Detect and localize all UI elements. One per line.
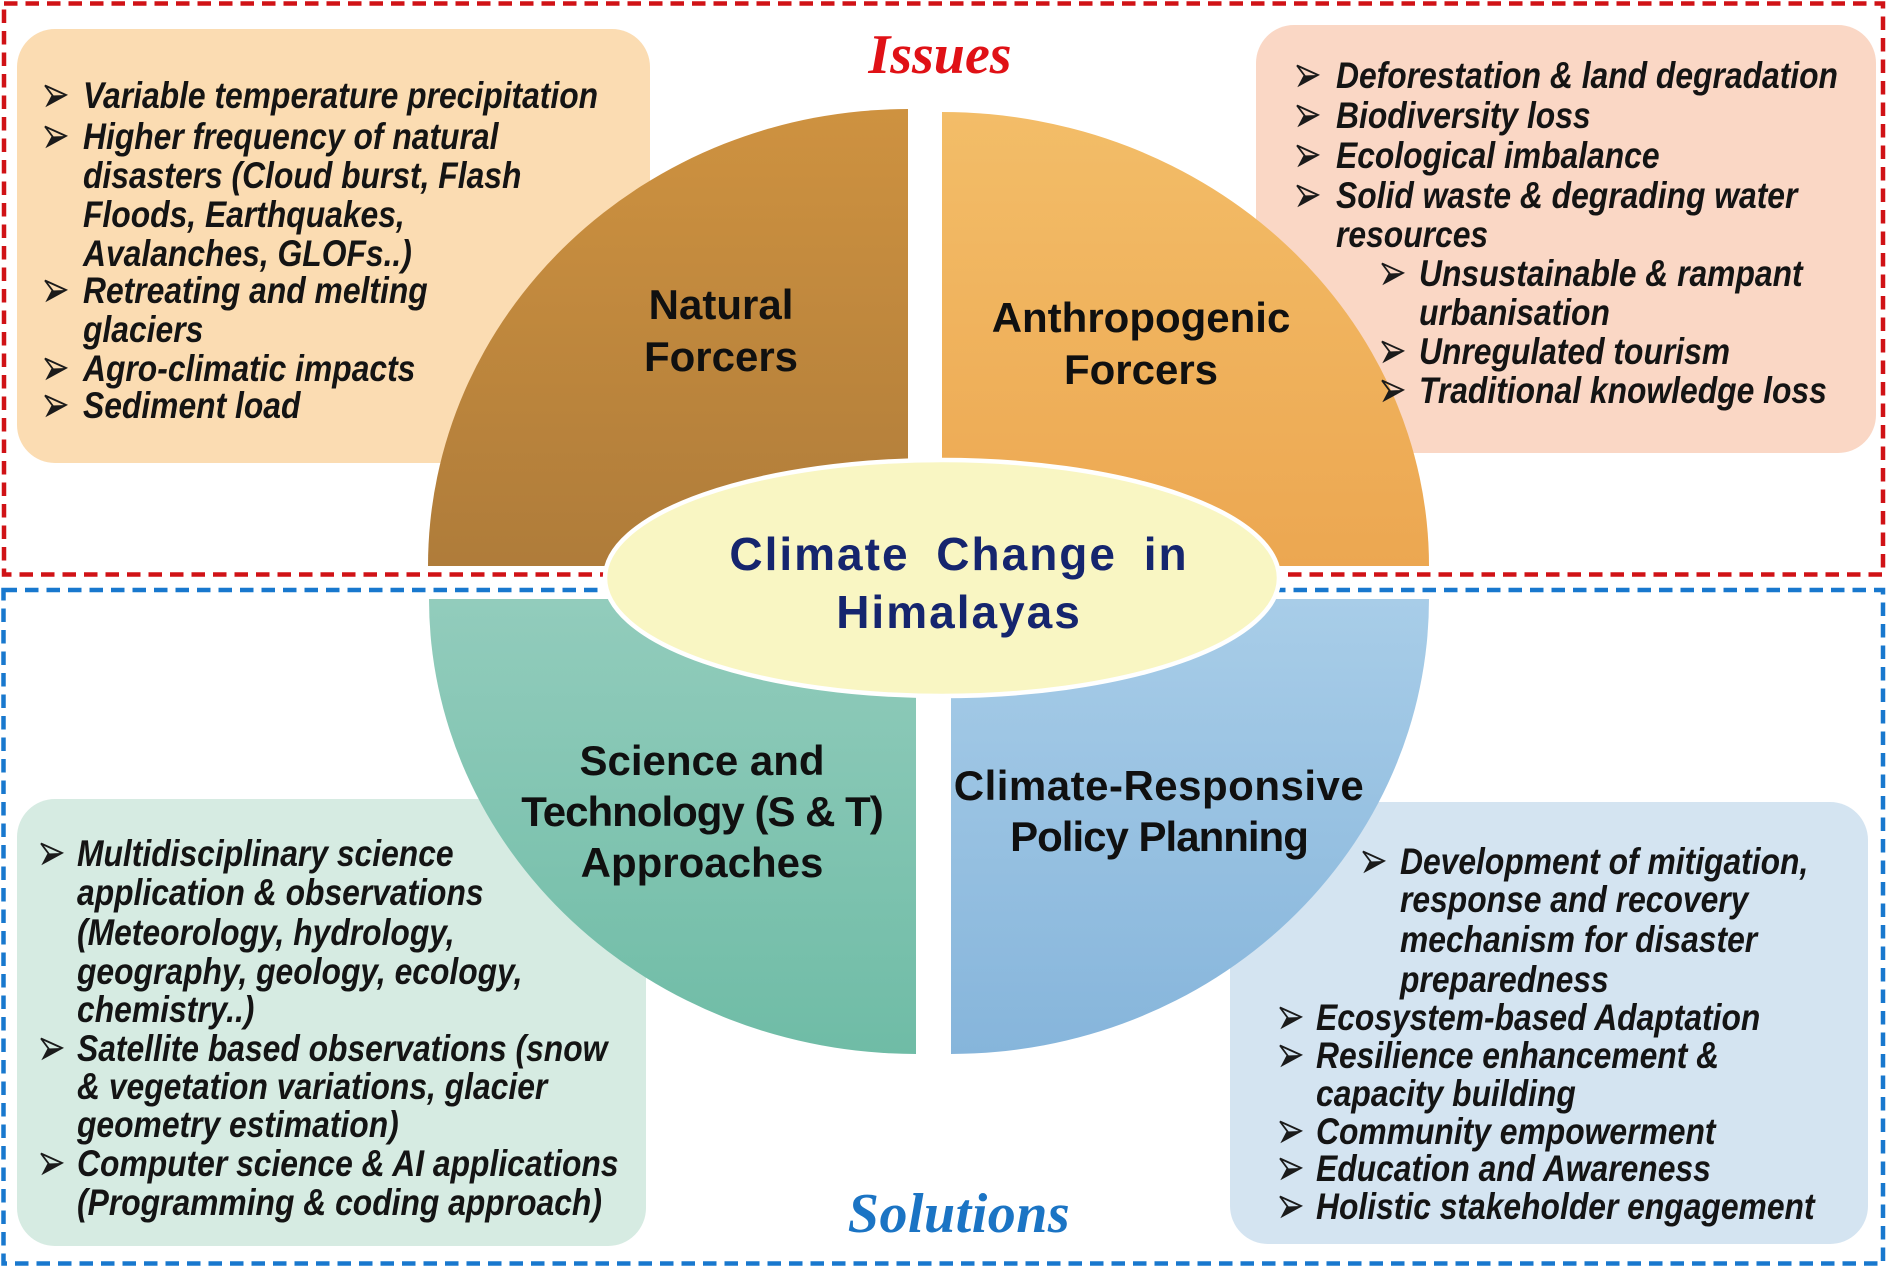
svg-text:geometry estimation): geometry estimation) (76, 1105, 399, 1146)
svg-text:Agro-climatic impacts: Agro-climatic impacts (82, 349, 415, 390)
svg-text:Community empowerment: Community empowerment (1316, 1112, 1717, 1153)
svg-text:Approaches: Approaches (581, 839, 824, 886)
svg-text:Floods, Earthquakes,: Floods, Earthquakes, (83, 195, 405, 236)
svg-text:& vegetation variations, glac: & vegetation variations, glacier (77, 1067, 549, 1108)
svg-text:urbanisation: urbanisation (1419, 293, 1610, 334)
svg-text:Education and Awareness: Education and Awareness (1316, 1149, 1711, 1190)
svg-text:resources: resources (1336, 215, 1488, 256)
svg-text:Policy Planning: Policy Planning (1010, 813, 1308, 860)
svg-text:Solutions: Solutions (848, 1183, 1070, 1245)
svg-text:Climate Change in: Climate Change in (729, 528, 1188, 580)
svg-text:Avalanches, GLOFs..): Avalanches, GLOFs..) (82, 234, 412, 275)
svg-text:Unsustainable & rampant: Unsustainable & rampant (1419, 254, 1804, 295)
svg-text:Anthropogenic: Anthropogenic (992, 294, 1291, 341)
svg-text:chemistry..): chemistry..) (77, 990, 254, 1031)
svg-text:glaciers: glaciers (82, 310, 203, 351)
svg-text:Science and: Science and (579, 737, 824, 784)
svg-text:Ecological imbalance: Ecological imbalance (1336, 136, 1660, 177)
svg-text:application & observations: application & observations (77, 873, 484, 914)
svg-text:Himalayas: Himalayas (836, 586, 1082, 638)
svg-text:Traditional knowledge loss: Traditional knowledge loss (1419, 371, 1827, 412)
svg-text:Sediment load: Sediment load (83, 386, 301, 427)
svg-text:geography, geology, ecology,: geography, geology, ecology, (76, 952, 522, 993)
svg-text:Holistic stakeholder engagemen: Holistic stakeholder engagement (1316, 1187, 1816, 1228)
svg-text:Retreating and melting: Retreating and melting (83, 271, 428, 312)
svg-text:response and recovery: response and recovery (1400, 880, 1750, 921)
svg-text:Resilience enhancement &: Resilience enhancement & (1316, 1036, 1719, 1077)
svg-text:mechanism for disaster: mechanism for disaster (1400, 920, 1759, 961)
svg-text:Climate-Responsive: Climate-Responsive (954, 762, 1364, 809)
svg-text:disasters (Cloud burst, Flash: disasters (Cloud burst, Flash (83, 156, 521, 197)
svg-text:(Meteorology, hydrology,: (Meteorology, hydrology, (77, 913, 455, 954)
svg-text:Development of mitigation,: Development of mitigation, (1400, 842, 1808, 883)
svg-text:Solid waste & degrading water: Solid waste & degrading water (1336, 176, 1799, 217)
svg-text:preparedness: preparedness (1399, 960, 1609, 1001)
svg-text:Deforestation & land degradati: Deforestation & land degradation (1336, 56, 1838, 97)
svg-text:Unregulated tourism: Unregulated tourism (1419, 332, 1730, 373)
svg-text:Forcers: Forcers (1064, 346, 1218, 393)
svg-text:capacity building: capacity building (1316, 1074, 1576, 1115)
svg-text:Satellite based observations (: Satellite based observations (snow (77, 1029, 609, 1070)
svg-text:(Programming & coding approach: (Programming & coding approach) (77, 1183, 602, 1224)
svg-text:Biodiversity loss: Biodiversity loss (1336, 96, 1591, 137)
svg-text:Computer science & AI applicat: Computer science & AI applications (77, 1144, 619, 1185)
svg-text:Higher frequency of natural: Higher frequency of natural (83, 117, 500, 158)
svg-text:Ecosystem-based Adaptation: Ecosystem-based Adaptation (1316, 998, 1760, 1039)
svg-text:Technology (S & T): Technology (S & T) (521, 788, 883, 835)
svg-text:Variable temperature precipita: Variable temperature precipitation (83, 76, 598, 117)
svg-text:Multidisciplinary science: Multidisciplinary science (77, 834, 454, 875)
svg-text:Forcers: Forcers (644, 333, 798, 380)
svg-text:Natural: Natural (649, 281, 794, 328)
svg-text:Issues: Issues (867, 24, 1011, 86)
